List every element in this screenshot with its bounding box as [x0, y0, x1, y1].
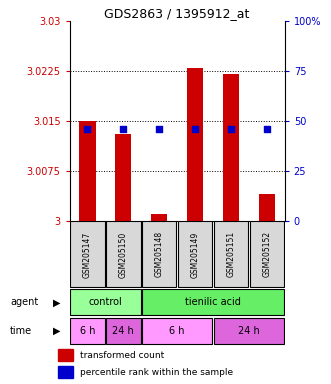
Text: agent: agent	[10, 297, 38, 308]
Bar	[58, 366, 73, 379]
Bar	[106, 318, 140, 344]
Bar	[142, 222, 176, 287]
Point	[228, 126, 233, 132]
Bar	[58, 349, 73, 361]
Point	[120, 126, 126, 132]
Text: GSM205150: GSM205150	[119, 231, 128, 278]
Bar	[115, 134, 131, 221]
Text: ▶: ▶	[53, 326, 61, 336]
Text: ▶: ▶	[53, 297, 61, 308]
Text: transformed count: transformed count	[80, 351, 165, 360]
Title: GDS2863 / 1395912_at: GDS2863 / 1395912_at	[104, 7, 250, 20]
Text: GSM205151: GSM205151	[226, 231, 235, 278]
Text: GSM205147: GSM205147	[83, 231, 92, 278]
Point	[192, 126, 198, 132]
Text: percentile rank within the sample: percentile rank within the sample	[80, 368, 233, 377]
Text: 24 h: 24 h	[238, 326, 260, 336]
Bar	[213, 318, 284, 344]
Bar	[151, 214, 167, 221]
Bar	[79, 121, 96, 221]
Point	[264, 126, 269, 132]
Text: 6 h: 6 h	[80, 326, 95, 336]
Text: tienilic acid: tienilic acid	[185, 297, 241, 308]
Bar	[106, 222, 140, 287]
Bar	[259, 194, 275, 221]
Bar	[70, 222, 105, 287]
Text: GSM205148: GSM205148	[155, 231, 164, 278]
Text: GSM205149: GSM205149	[191, 231, 200, 278]
Text: control: control	[88, 297, 122, 308]
Bar	[178, 222, 212, 287]
Point	[85, 126, 90, 132]
Text: time: time	[10, 326, 32, 336]
Bar	[70, 290, 140, 315]
Bar	[142, 318, 212, 344]
Text: 6 h: 6 h	[169, 326, 185, 336]
Text: 24 h: 24 h	[113, 326, 134, 336]
Bar	[223, 74, 239, 221]
Bar	[250, 222, 284, 287]
Bar	[70, 318, 105, 344]
Bar	[142, 290, 284, 315]
Point	[157, 126, 162, 132]
Bar	[213, 222, 248, 287]
Text: GSM205152: GSM205152	[262, 231, 271, 278]
Bar	[187, 68, 203, 221]
